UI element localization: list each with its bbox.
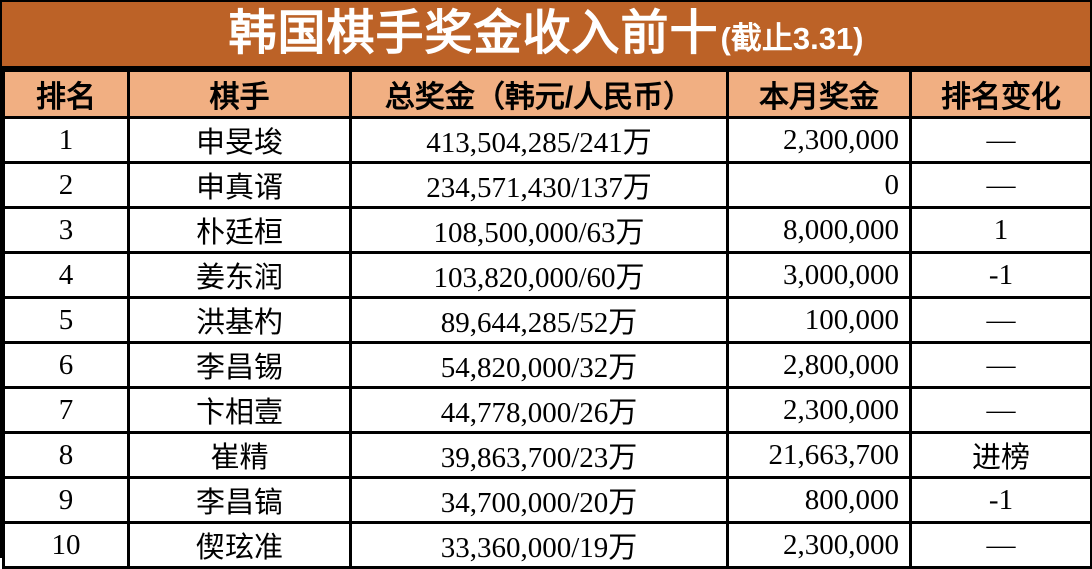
rank-cell: 3 bbox=[2, 206, 130, 254]
rank-cell: 10 bbox=[2, 521, 130, 569]
month-prize-cell: 21,663,700 bbox=[726, 431, 912, 479]
rank-cell: 6 bbox=[2, 341, 130, 389]
month-prize-cell: 2,300,000 bbox=[726, 116, 912, 164]
title-bar: 韩国棋手奖金收入前十 (截止3.31) bbox=[2, 2, 1090, 69]
table-row: 4 姜东润 103,820,000/60万 3,000,000 -1 bbox=[2, 251, 1092, 299]
rank-cell: 9 bbox=[2, 476, 130, 524]
rank-change-cell: -1 bbox=[909, 476, 1092, 524]
table-row: 6 李昌锡 54,820,000/32万 2,800,000— bbox=[2, 341, 1092, 389]
table-row: 10 偰玹准 33,360,000/19万 2,300,000— bbox=[2, 521, 1092, 569]
table-row: 9 李昌镐 34,700,000/20万 800,000 -1 bbox=[2, 476, 1092, 524]
rank-cell: 8 bbox=[2, 431, 130, 479]
total-prize-cell: 44,778,000/26万 bbox=[349, 386, 729, 434]
month-prize-cell: 3,000,000 bbox=[726, 251, 912, 299]
player-name-cell: 姜东润 bbox=[127, 251, 352, 299]
month-prize-cell: 2,800,000 bbox=[726, 341, 912, 389]
rank-change-cell: — bbox=[909, 341, 1092, 389]
rank-cell: 5 bbox=[2, 296, 130, 344]
rank-change-cell: — bbox=[909, 161, 1092, 209]
header-player: 棋手 bbox=[127, 69, 352, 119]
total-prize-cell: 103,820,000/60万 bbox=[349, 251, 729, 299]
rank-change-cell: 1 bbox=[909, 206, 1092, 254]
table-body: 1 申旻埈 413,504,285/241万 2,300,000—2 申真谞 234,57… bbox=[2, 116, 1092, 569]
rank-change-cell: -1 bbox=[909, 251, 1092, 299]
header-rank-change: 排名变化 bbox=[909, 69, 1092, 119]
header-total-prize: 总奖金（韩元/人民币） bbox=[349, 69, 729, 119]
rank-cell: 1 bbox=[2, 116, 130, 164]
player-name-cell: 李昌镐 bbox=[127, 476, 352, 524]
header-rank: 排名 bbox=[2, 69, 130, 119]
player-name-cell: 朴廷桓 bbox=[127, 206, 352, 254]
month-prize-cell: 8,000,000 bbox=[726, 206, 912, 254]
month-prize-cell: 2,300,000 bbox=[726, 386, 912, 434]
total-prize-cell: 39,863,700/23万 bbox=[349, 431, 729, 479]
player-name-cell: 卞相壹 bbox=[127, 386, 352, 434]
table-header-row: 排名 棋手 总奖金（韩元/人民币） 本月奖金 排名变化 bbox=[2, 69, 1092, 119]
rank-change-cell: — bbox=[909, 296, 1092, 344]
month-prize-cell: 0 bbox=[726, 161, 912, 209]
player-name-cell: 李昌锡 bbox=[127, 341, 352, 389]
total-prize-cell: 33,360,000/19万 bbox=[349, 521, 729, 569]
player-name-cell: 申真谞 bbox=[127, 161, 352, 209]
month-prize-cell: 800,000 bbox=[726, 476, 912, 524]
table-row: 5 洪基杓 89,644,285/52万 100,000— bbox=[2, 296, 1092, 344]
rank-change-cell: — bbox=[909, 116, 1092, 164]
player-name-cell: 洪基杓 bbox=[127, 296, 352, 344]
table-row: 2 申真谞 234,571,430/137万 0— bbox=[2, 161, 1092, 209]
total-prize-cell: 234,571,430/137万 bbox=[349, 161, 729, 209]
month-prize-cell: 2,300,000 bbox=[726, 521, 912, 569]
table-row: 3 朴廷桓 108,500,000/63万 8,000,000 1 bbox=[2, 206, 1092, 254]
header-month-prize: 本月奖金 bbox=[726, 69, 912, 119]
total-prize-cell: 89,644,285/52万 bbox=[349, 296, 729, 344]
total-prize-cell: 108,500,000/63万 bbox=[349, 206, 729, 254]
title-date-note: (截止3.31) bbox=[720, 21, 864, 56]
player-name-cell: 偰玹准 bbox=[127, 521, 352, 569]
table-row: 7 卞相壹 44,778,000/26万 2,300,000— bbox=[2, 386, 1092, 434]
rank-change-cell: — bbox=[909, 386, 1092, 434]
total-prize-cell: 34,700,000/20万 bbox=[349, 476, 729, 524]
page-title: 韩国棋手奖金收入前十 bbox=[228, 7, 719, 60]
rank-cell: 2 bbox=[2, 161, 130, 209]
rank-cell: 7 bbox=[2, 386, 130, 434]
ranking-table: 排名 棋手 总奖金（韩元/人民币） 本月奖金 排名变化 1 申旻埈 413,504,… bbox=[2, 69, 1092, 569]
total-prize-cell: 54,820,000/32万 bbox=[349, 341, 729, 389]
rank-change-cell: 进榜 bbox=[909, 431, 1092, 479]
table-row: 8 崔精 39,863,700/23万 21,663,700 进榜 bbox=[2, 431, 1092, 479]
player-name-cell: 申旻埈 bbox=[127, 116, 352, 164]
player-name-cell: 崔精 bbox=[127, 431, 352, 479]
total-prize-cell: 413,504,285/241万 bbox=[349, 116, 729, 164]
table-row: 1 申旻埈 413,504,285/241万 2,300,000— bbox=[2, 116, 1092, 164]
rank-cell: 4 bbox=[2, 251, 130, 299]
rank-change-cell: — bbox=[909, 521, 1092, 569]
month-prize-cell: 100,000 bbox=[726, 296, 912, 344]
